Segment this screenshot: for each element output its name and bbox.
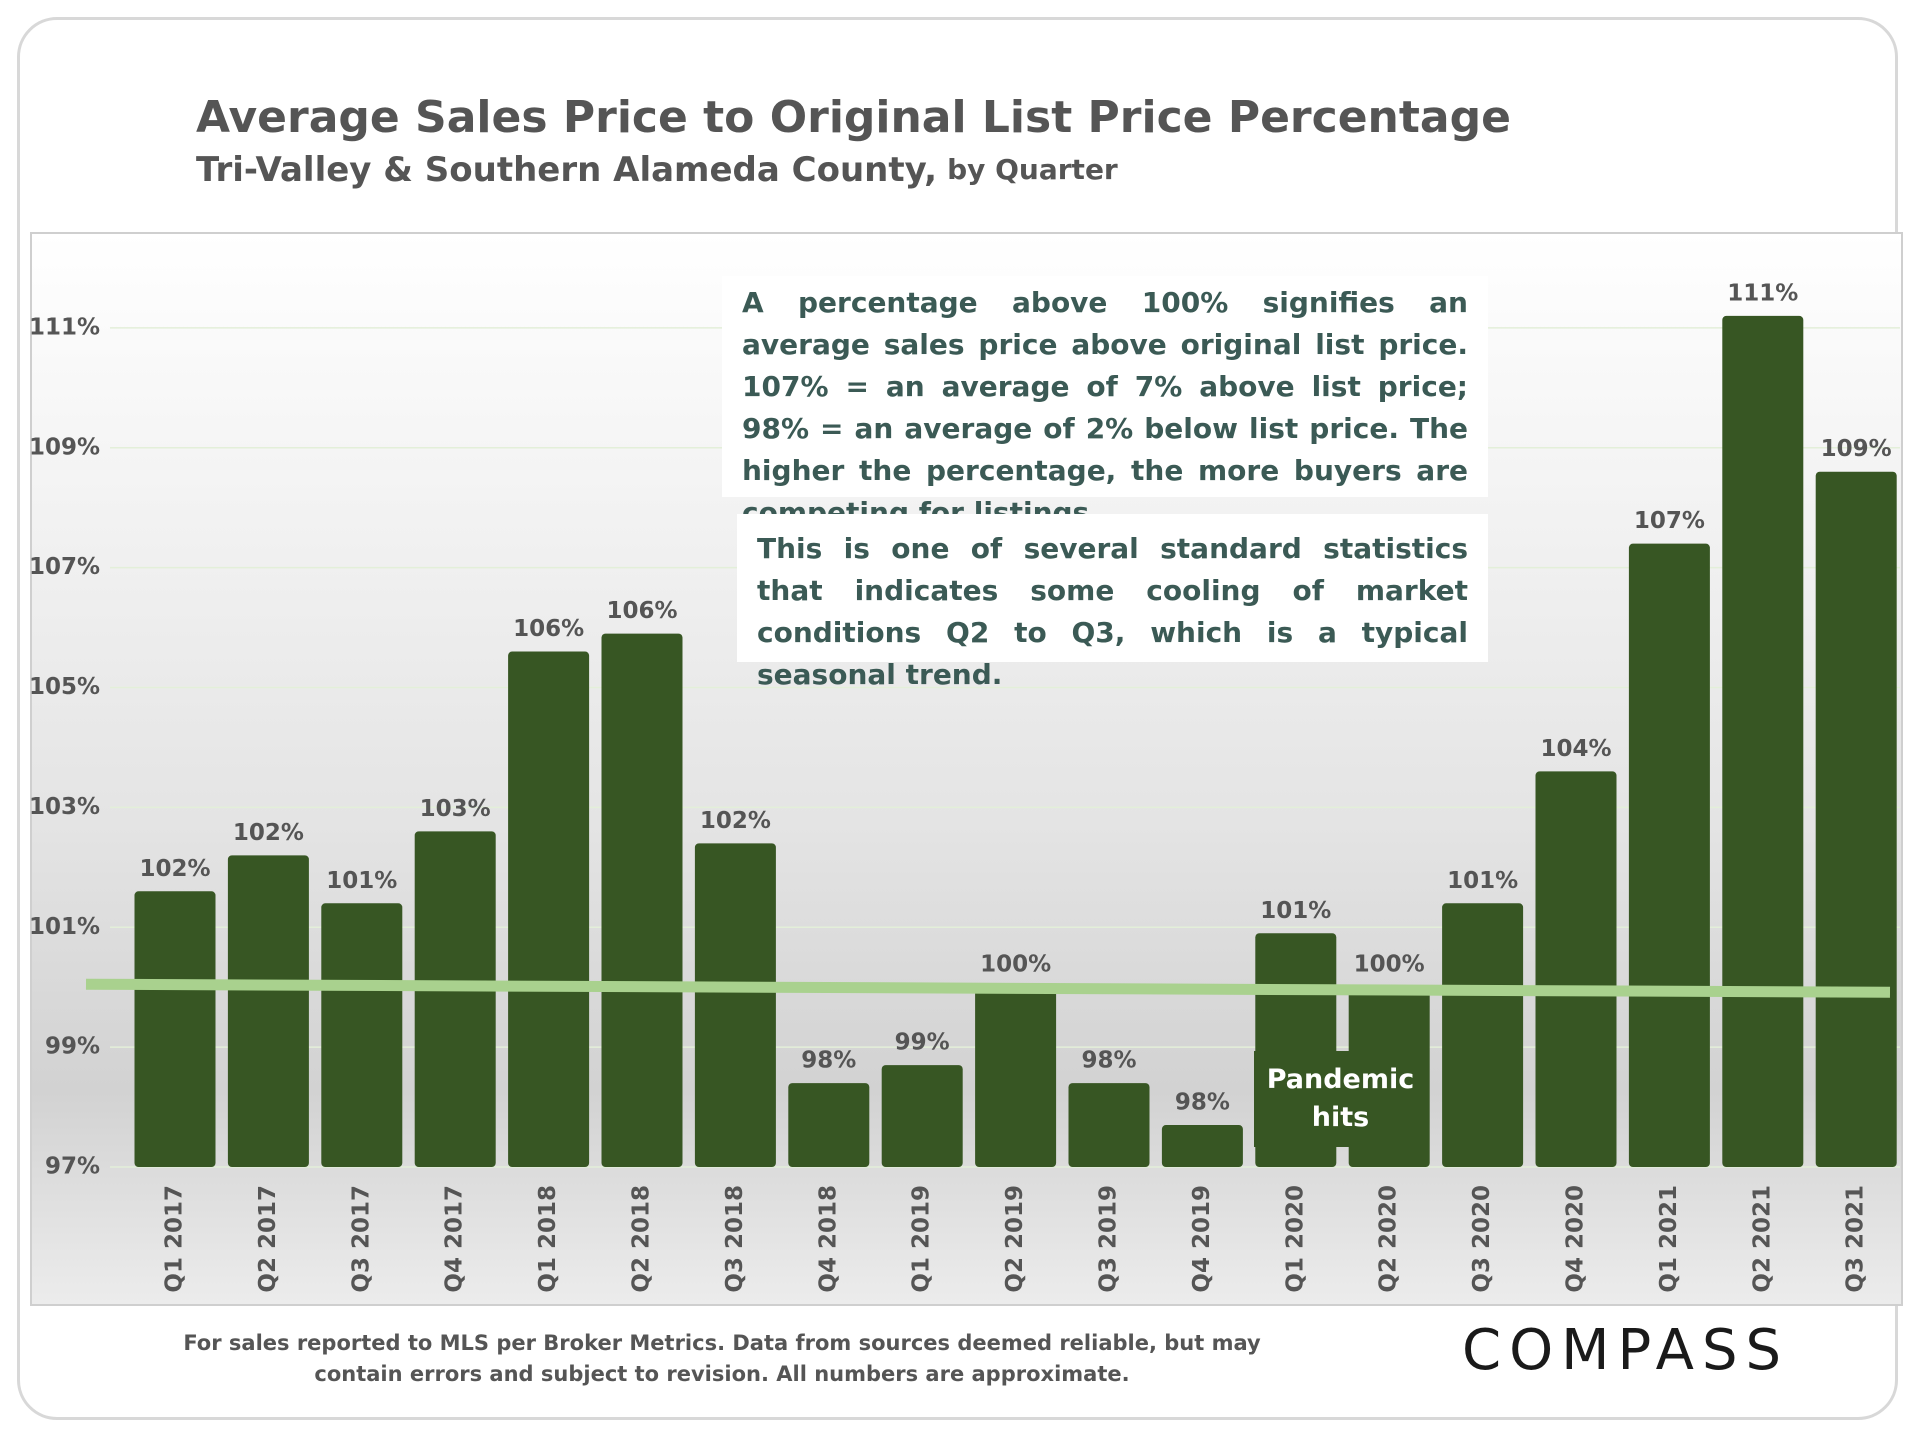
data-label: 100% [1354, 952, 1425, 978]
annotation: Pandemic hits [1254, 1051, 1427, 1147]
bar [227, 855, 309, 1167]
x-tick-label: Q2 2018 [629, 1185, 655, 1293]
data-label: 100% [980, 952, 1051, 978]
bar [321, 903, 403, 1167]
x-tick-label: Q4 2018 [815, 1185, 841, 1293]
y-tick-label: 97% [45, 1154, 100, 1180]
chart-subtitle: Tri-Valley & Southern Alameda County, by … [196, 150, 1118, 190]
data-label: 104% [1540, 736, 1611, 762]
y-tick-label: 99% [45, 1034, 100, 1060]
x-tick-label: Q2 2019 [1002, 1185, 1028, 1293]
data-label: 103% [420, 796, 491, 822]
data-label: 109% [1821, 436, 1892, 462]
x-tick-label: Q2 2020 [1376, 1185, 1402, 1293]
data-label: 98% [1081, 1048, 1136, 1074]
y-tick-label: 101% [29, 914, 100, 940]
footnote: contain errors and subject to revision. … [314, 1362, 1130, 1386]
data-label: 101% [1260, 898, 1331, 924]
bar [1628, 543, 1710, 1167]
data-label: 102% [233, 820, 304, 846]
brand-logo: COMPASS [1462, 1318, 1790, 1383]
x-tick-label: Q1 2019 [909, 1185, 935, 1293]
x-tick-label: Q1 2020 [1282, 1185, 1308, 1293]
y-tick-label: 107% [29, 554, 100, 580]
data-label: 106% [606, 598, 677, 624]
bar [694, 843, 776, 1167]
x-tick-label: Q1 2017 [162, 1185, 188, 1293]
data-label: 111% [1727, 280, 1798, 306]
bar [1815, 471, 1897, 1167]
y-tick-label: 103% [29, 794, 100, 820]
bar [881, 1065, 963, 1167]
bar [134, 891, 216, 1167]
bar [1442, 903, 1524, 1167]
annotation: This is one of several standard statisti… [737, 514, 1488, 691]
x-tick-label: Q2 2017 [255, 1185, 281, 1293]
x-tick-label: Q2 2021 [1749, 1185, 1775, 1293]
bar [1722, 315, 1804, 1167]
bar [1161, 1125, 1243, 1167]
x-tick-label: Q1 2021 [1656, 1185, 1682, 1293]
bar [1068, 1083, 1150, 1167]
bar [788, 1083, 870, 1167]
x-tick-label: Q3 2018 [722, 1185, 748, 1293]
subtitle-main: Tri-Valley & Southern Alameda County, [196, 150, 937, 190]
bar [414, 831, 496, 1167]
data-label: 102% [700, 808, 771, 834]
x-tick-label: Q3 2021 [1843, 1185, 1869, 1293]
annotation-text: Pandemic hits [1266, 1064, 1415, 1133]
bar [975, 987, 1057, 1167]
bar [601, 633, 683, 1167]
data-label: 107% [1634, 508, 1705, 534]
data-label: 101% [1447, 868, 1518, 894]
y-tick-label: 105% [29, 674, 100, 700]
footnote: For sales reported to MLS per Broker Met… [183, 1331, 1261, 1355]
data-label: 106% [513, 616, 584, 642]
x-tick-label: Q3 2020 [1469, 1185, 1495, 1293]
x-tick-label: Q4 2020 [1563, 1185, 1589, 1293]
data-label: 102% [139, 856, 210, 882]
annotation: A percentage above 100% signifies an ave… [722, 276, 1488, 529]
x-tick-label: Q1 2018 [535, 1185, 561, 1293]
chart-title: Average Sales Price to Original List Pri… [196, 92, 1511, 143]
x-tick-label: Q4 2017 [442, 1185, 468, 1293]
data-label: 98% [801, 1048, 856, 1074]
data-label: 98% [1175, 1090, 1230, 1116]
x-tick-label: Q3 2019 [1096, 1185, 1122, 1293]
y-tick-label: 111% [29, 314, 100, 340]
data-label: 99% [895, 1030, 950, 1056]
y-tick-label: 109% [29, 434, 100, 460]
subtitle-note: by Quarter [947, 153, 1118, 186]
bar [1535, 771, 1617, 1167]
data-label: 101% [326, 868, 397, 894]
reference-line [85, 978, 1891, 998]
x-tick-label: Q3 2017 [348, 1185, 374, 1293]
bar [508, 651, 590, 1167]
x-tick-label: Q4 2019 [1189, 1185, 1215, 1293]
